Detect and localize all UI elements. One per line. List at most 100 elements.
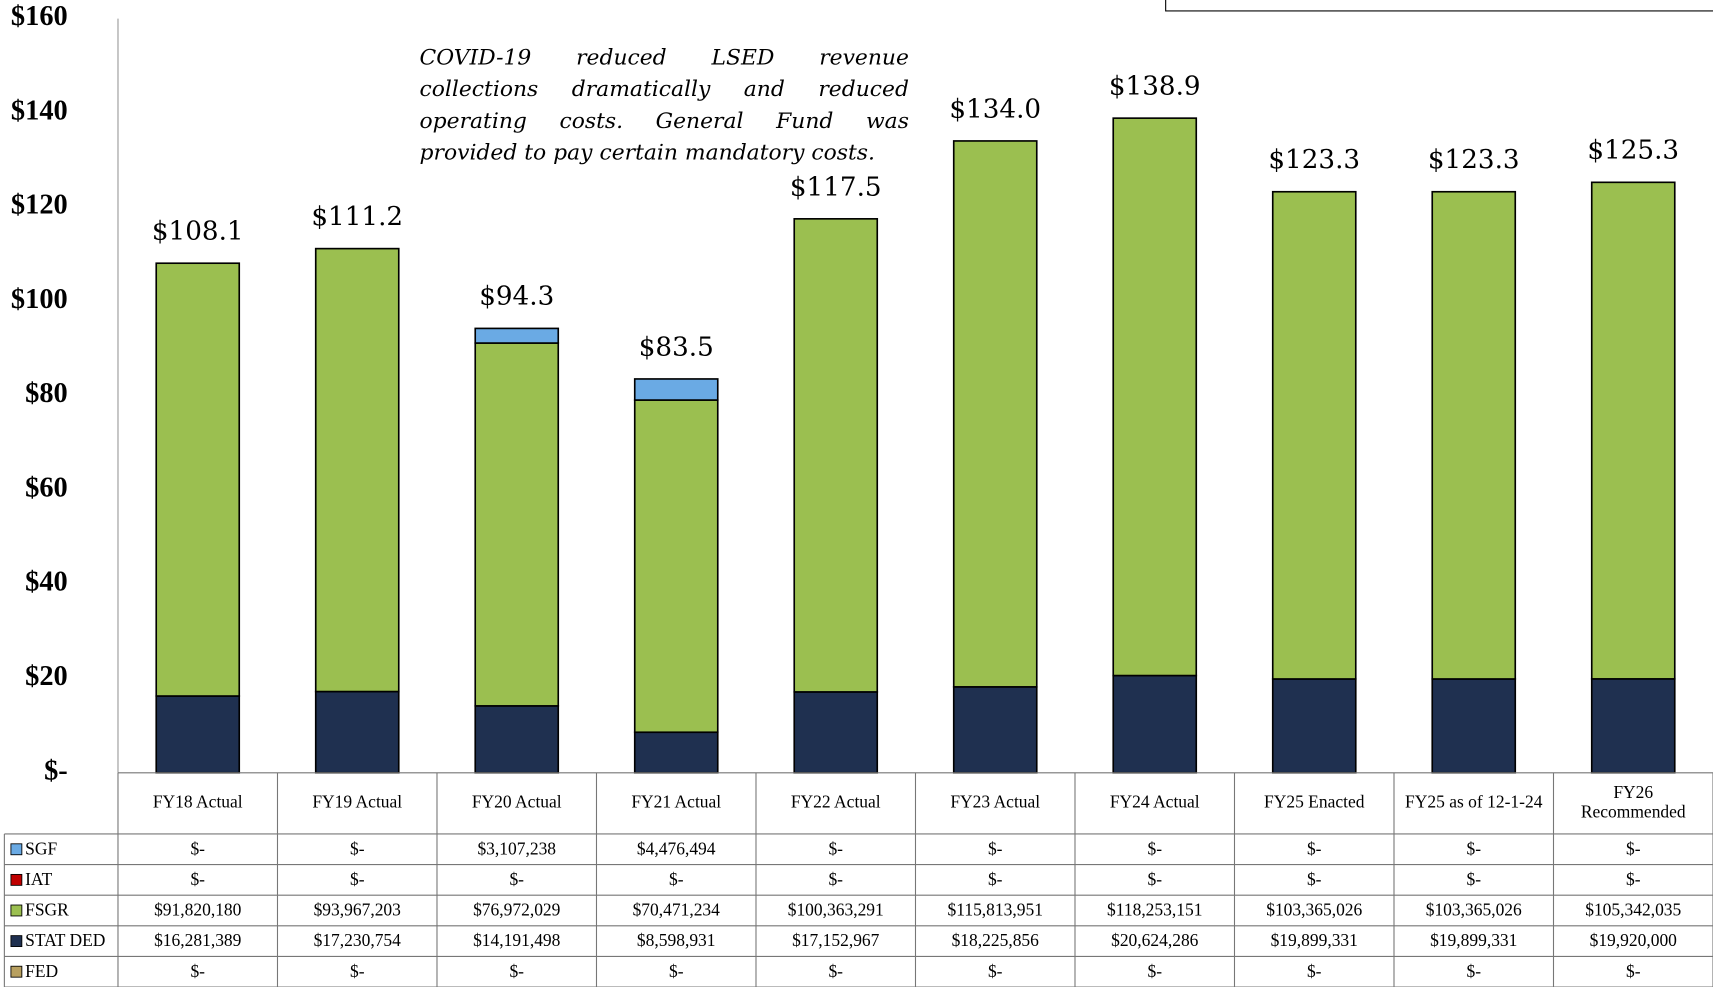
bar-segment <box>1590 678 1676 774</box>
category-cell: FY25 Enacted <box>1263 793 1365 813</box>
y-tick-label: $40 <box>25 567 68 598</box>
legend-key <box>10 935 23 947</box>
y-tick-label: $20 <box>25 661 68 692</box>
bar-segment <box>1112 674 1198 774</box>
table-value: $103,365,026 <box>1426 900 1522 920</box>
table-value: $17,230,754 <box>314 930 402 950</box>
x-tick-label: FY25 Enacted <box>1263 793 1365 813</box>
bar-segment <box>1431 190 1517 680</box>
table-value: $93,967,203 <box>314 900 402 920</box>
y-tick-label: $100 <box>11 284 68 315</box>
table-value: $115,813,951 <box>948 900 1043 920</box>
bar-segment <box>155 695 241 774</box>
bar-segment <box>1431 678 1517 774</box>
total-label: $117.5 <box>790 172 882 202</box>
table-value: $91,820,180 <box>154 900 242 920</box>
total-label: $134.0 <box>949 95 1041 125</box>
table-value: $18,225,856 <box>952 930 1040 950</box>
total-label: $83.5 <box>639 333 714 363</box>
table-value: $- <box>669 869 684 889</box>
y-tick-label: $120 <box>11 190 68 221</box>
legend-box-edge <box>1165 0 1713 12</box>
table-value: $- <box>190 869 205 889</box>
table-value: $3,107,238 <box>477 838 556 858</box>
table-value: $- <box>1626 838 1641 858</box>
x-tick-label: FY26 Recommended <box>1580 783 1686 822</box>
legend-label: SGF <box>25 838 57 858</box>
table-value: $- <box>1466 961 1481 981</box>
total-label: $94.3 <box>479 282 554 312</box>
bar-segment <box>1112 117 1198 677</box>
category-cell: FY21 Actual <box>631 793 722 813</box>
legend-key <box>10 873 23 886</box>
bar-segment <box>952 140 1038 688</box>
table-value: $- <box>1307 869 1322 889</box>
x-tick-label: FY24 Actual <box>1109 793 1200 813</box>
table-value: $70,471,234 <box>633 900 721 920</box>
table-value: $100,363,291 <box>788 900 884 920</box>
table-value: $4,476,494 <box>637 838 716 858</box>
x-tick-label: FY22 Actual <box>790 793 881 813</box>
bar-segment <box>633 378 719 401</box>
table-value: $- <box>350 838 365 858</box>
category-cell: FY20 Actual <box>471 793 562 813</box>
table-value: $20,624,286 <box>1111 930 1199 950</box>
bar-segment <box>314 690 400 774</box>
table-value: $8,598,931 <box>637 930 716 950</box>
table-value: $14,191,498 <box>473 930 561 950</box>
table-value: $118,253,151 <box>1107 900 1202 920</box>
total-label: $108.1 <box>152 217 244 247</box>
category-cell: FY22 Actual <box>790 793 881 813</box>
legend-key <box>10 904 23 917</box>
y-tick-label: $140 <box>11 95 68 126</box>
bar-segment <box>793 691 879 774</box>
y-tick-label: $80 <box>25 378 68 409</box>
table-value: $- <box>190 838 205 858</box>
x-tick-label: FY21 Actual <box>631 793 722 813</box>
table-value: $- <box>509 869 524 889</box>
table-value: $17,152,967 <box>792 930 880 950</box>
table-value: $- <box>988 838 1003 858</box>
table-value: $- <box>1147 961 1162 981</box>
table-value: $- <box>1626 869 1641 889</box>
table-value: $- <box>988 869 1003 889</box>
bar-segment <box>314 247 400 693</box>
x-tick-label: FY19 Actual <box>312 793 403 813</box>
bar-segment <box>633 731 719 774</box>
category-cell: FY19 Actual <box>312 793 403 813</box>
table-value: $- <box>1307 961 1322 981</box>
bar-segment <box>474 705 560 774</box>
table-value: $- <box>509 961 524 981</box>
table-value: $16,281,389 <box>154 930 242 950</box>
table-value: $- <box>1626 961 1641 981</box>
table-value: $105,342,035 <box>1585 900 1681 920</box>
bar-segment <box>474 327 560 344</box>
legend-label: STAT DED <box>25 930 105 950</box>
bar-segment <box>633 399 719 734</box>
y-tick-label: $- <box>44 755 68 786</box>
bar-segment <box>952 686 1038 774</box>
x-tick-label: FY20 Actual <box>471 793 562 813</box>
table-value: $- <box>1147 838 1162 858</box>
y-tick-label: $60 <box>25 472 68 503</box>
total-label: $123.3 <box>1268 145 1360 175</box>
table-value: $19,899,331 <box>1430 930 1517 950</box>
legend-key <box>10 843 23 856</box>
category-cell: FY26 Recommended <box>1580 783 1686 822</box>
table-value: $- <box>350 961 365 981</box>
bar-segment <box>1590 181 1676 680</box>
total-label: $111.2 <box>311 202 403 232</box>
annotation: COVID-19 reduced LSED revenue collection… <box>419 43 909 166</box>
x-tick-label: FY23 Actual <box>950 793 1041 813</box>
legend-label: FED <box>25 961 58 981</box>
bar-segment <box>1271 190 1357 680</box>
table-value: $- <box>988 961 1003 981</box>
table-value: $103,365,026 <box>1266 900 1362 920</box>
bar-segment <box>155 262 241 697</box>
table-value: $- <box>1147 869 1162 889</box>
table-value: $19,920,000 <box>1590 930 1678 950</box>
bar-segment <box>793 218 879 693</box>
table-value: $- <box>669 961 684 981</box>
total-label: $138.9 <box>1109 71 1201 101</box>
